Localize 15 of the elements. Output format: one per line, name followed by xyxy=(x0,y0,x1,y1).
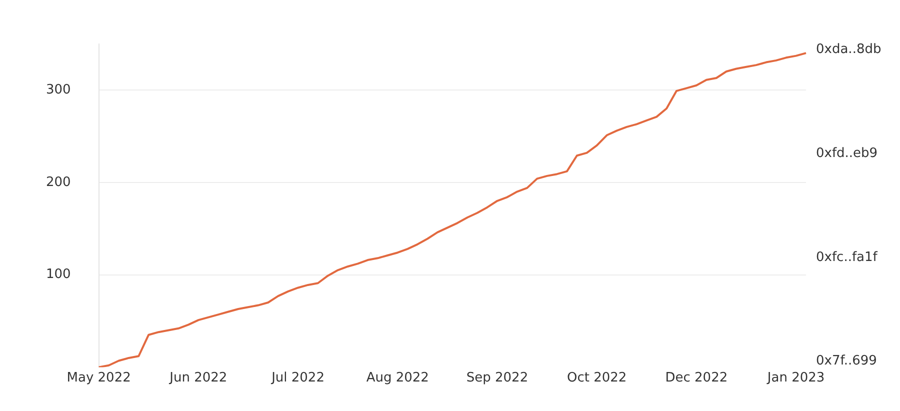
x-tick-label: Aug 2022 xyxy=(366,370,429,386)
x-tick-label: May 2022 xyxy=(66,370,131,386)
text: 0x7f..699 xyxy=(816,354,877,369)
x-tick-label: Jun 2022 xyxy=(168,370,228,386)
x-tick-label: Jul 2022 xyxy=(270,370,324,386)
x-tick-label: Sep 2022 xyxy=(466,370,528,386)
y-tick-label: 200 xyxy=(46,174,71,190)
text: 0xfc..fa1f xyxy=(816,250,878,265)
y-tick-label: 300 xyxy=(46,82,71,98)
y-tick-label: 100 xyxy=(46,267,71,282)
text: 0xfd..eb9 xyxy=(816,146,878,161)
text: 0xda..8db xyxy=(816,42,882,58)
x-tick-label: Dec 2022 xyxy=(665,370,728,386)
x-tick-label: Oct 2022 xyxy=(566,370,627,386)
x-tick-label: Jan 2023 xyxy=(766,370,825,386)
